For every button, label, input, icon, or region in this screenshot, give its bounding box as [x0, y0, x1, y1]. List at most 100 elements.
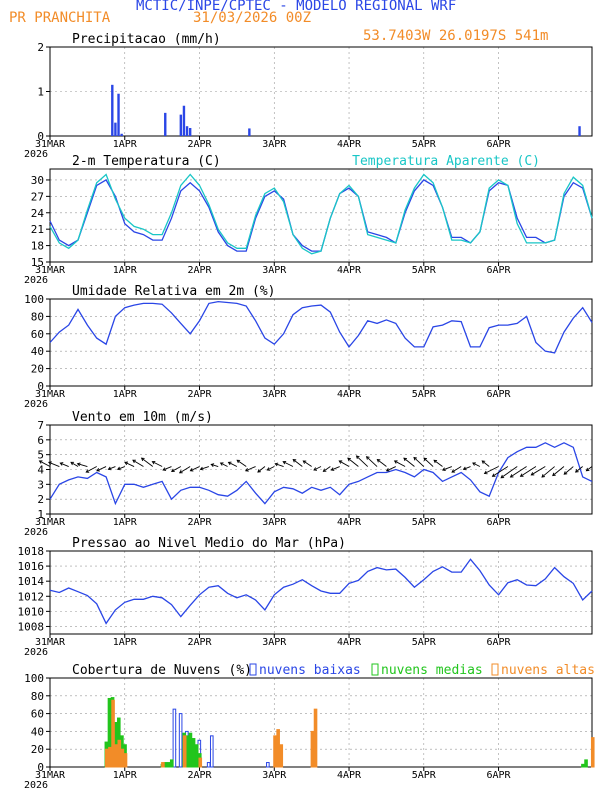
- wind-vector-head: [244, 468, 249, 472]
- cloud-bar-orange: [108, 746, 112, 768]
- wind-ytick-label: 2: [37, 493, 44, 506]
- wind-vector: [451, 466, 462, 473]
- precip-bar: [248, 128, 251, 136]
- wind-vector-head: [178, 469, 183, 474]
- cloud-bar-green: [581, 763, 585, 768]
- temp-title: 2-m Temperatura (C): [72, 154, 221, 169]
- precip-bar: [117, 93, 120, 136]
- wind-vector-head: [292, 459, 297, 463]
- precip-bar: [114, 122, 117, 136]
- wind-vector: [228, 461, 238, 467]
- precip-ytick-label: 2: [37, 41, 44, 54]
- wind-vector-head: [96, 467, 101, 472]
- wind-vector-head: [491, 473, 496, 477]
- wind-vector-head: [59, 462, 64, 466]
- wind-vector: [292, 459, 303, 467]
- temp-xtick-label: 4APR: [337, 265, 362, 276]
- wind-vector: [377, 459, 387, 467]
- wind-vector-head: [393, 460, 398, 464]
- wind-vector: [211, 464, 219, 467]
- clouds-xtick-label: 3APR: [262, 770, 287, 781]
- clouds-ytick-label: 60: [31, 708, 44, 721]
- wind-ytick-label: 1: [37, 508, 44, 521]
- pressure-year-label: 2026: [24, 647, 48, 658]
- wind-vector-head: [585, 467, 590, 472]
- run-date-label: 31/03/2026 00Z: [193, 10, 312, 26]
- rh-frame: [49, 298, 593, 387]
- wind-vector: [394, 460, 406, 467]
- pressure-xtick-label: 3APR: [262, 637, 287, 648]
- pressure-xtick-label: 31MAR: [35, 637, 66, 648]
- wind-vector: [413, 457, 425, 467]
- wind-vector-head: [199, 466, 204, 471]
- cloud-bar-orange: [590, 737, 595, 768]
- wind-vector: [463, 466, 471, 470]
- temp-panel: [46, 168, 593, 266]
- clouds-ytick-label: 100: [24, 672, 44, 685]
- pressure-xtick-label: 5APR: [412, 637, 437, 648]
- cloud-bar-blue: [206, 762, 211, 768]
- wind-ytick-label: 6: [37, 434, 44, 447]
- precip-bar: [111, 84, 114, 136]
- precip-title: Precipitacao (mm/h): [72, 32, 221, 47]
- temp-xtick-label: 31MAR: [35, 265, 66, 276]
- wind-vector: [563, 466, 574, 475]
- wind-vector-head: [282, 460, 287, 465]
- wind-vector-head: [451, 469, 456, 473]
- precip-xtick-label: 1APR: [113, 139, 138, 150]
- wind-vector: [162, 466, 172, 471]
- cloud-bar-orange: [279, 744, 284, 768]
- wind-vector-head: [70, 461, 75, 466]
- precip-year-label: 2026: [24, 149, 48, 160]
- clouds-ytick-label: 40: [31, 725, 44, 738]
- temp-year-label: 2026: [24, 275, 48, 286]
- cloud-bar-orange: [313, 708, 318, 768]
- pressure-title: Pressao ao Nivel Medio do Mar (hPa): [72, 536, 346, 551]
- wind-vector-head: [274, 462, 279, 467]
- wind-vector-head: [441, 467, 446, 471]
- precip-bar: [182, 105, 186, 136]
- wind-vector: [552, 466, 565, 476]
- temp-series-line: [49, 173, 593, 255]
- cloud-bar-green: [166, 762, 171, 768]
- wind-vector: [433, 459, 443, 467]
- pressure-ytick-label: 1008: [18, 620, 45, 633]
- wind-ytick-label: 4: [37, 464, 44, 477]
- wind-vector: [200, 466, 210, 470]
- wind-vector-head: [38, 460, 43, 464]
- pressure-frame: [49, 550, 593, 635]
- cloud-bar-blue: [178, 713, 183, 768]
- cloud-bar-orange: [120, 748, 125, 768]
- precip-bar: [185, 126, 189, 136]
- cloud-bar-blue: [266, 762, 270, 768]
- wind-xtick-label: 5APR: [412, 517, 437, 528]
- temp-ytick-label: 15: [31, 256, 44, 269]
- cloud-bar-orange: [310, 730, 315, 768]
- temp-ytick-label: 30: [31, 174, 44, 187]
- wind-series-line: [49, 442, 593, 506]
- temp-series-line: [49, 179, 593, 252]
- cloud-bar-orange: [161, 762, 165, 768]
- wind-vector: [108, 466, 116, 470]
- clouds-title: Cobertura de Nuvens (%): [72, 663, 252, 678]
- wind-vector-head: [107, 466, 112, 471]
- clouds-xtick-label: 4APR: [337, 770, 362, 781]
- clouds-year-label: 2026: [24, 780, 48, 791]
- temp-xtick-label: 3APR: [262, 265, 287, 276]
- wind-vector-head: [376, 459, 381, 463]
- wind-vector-head: [403, 457, 407, 462]
- rh-xtick-label: 31MAR: [35, 389, 66, 400]
- rh-xtick-label: 2APR: [187, 389, 212, 400]
- rh-xtick-label: 6APR: [487, 389, 512, 400]
- wind-vector-head: [170, 468, 175, 473]
- precip-bar: [164, 112, 167, 136]
- rh-ytick-label: 40: [31, 345, 44, 358]
- rh-xtick-label: 3APR: [262, 389, 287, 400]
- rh-ytick-label: 100: [24, 293, 44, 306]
- pressure-panel: [46, 550, 593, 638]
- clouds-xtick-label: 2APR: [187, 770, 212, 781]
- wind-vector-head: [132, 459, 136, 464]
- wind-vector: [86, 466, 97, 473]
- precip-xtick-label: 6APR: [487, 139, 512, 150]
- wind-vector-head: [140, 457, 145, 462]
